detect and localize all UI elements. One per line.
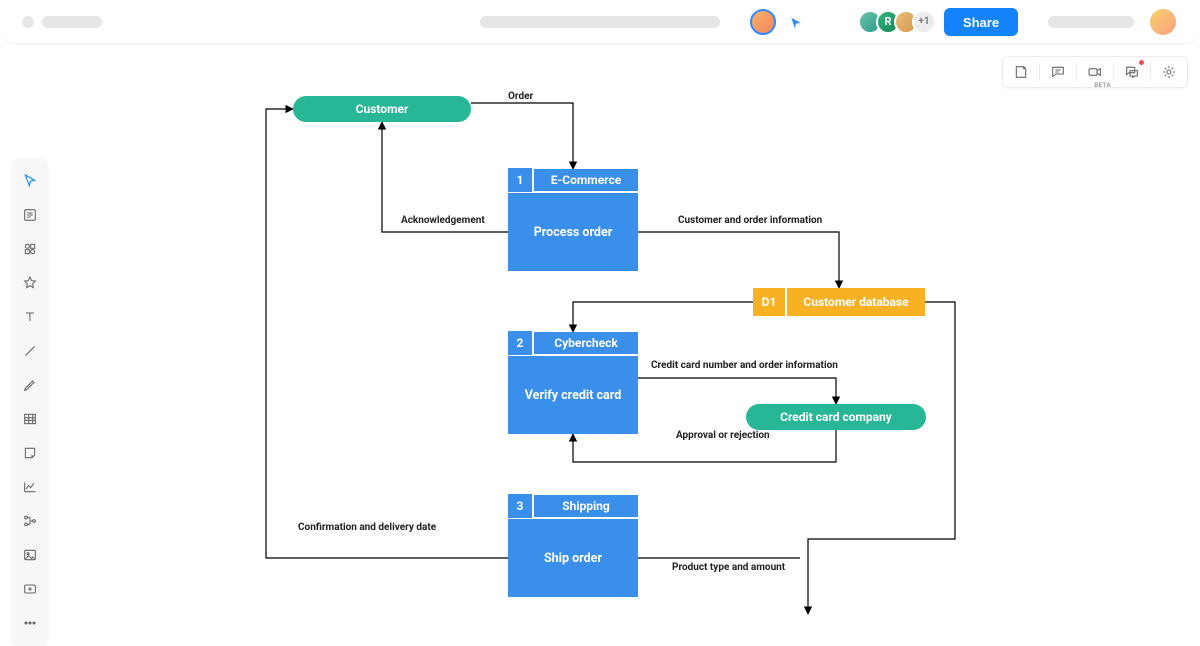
edge-label-product: Product type and amount [672, 562, 785, 573]
collaborator-avatars[interactable]: R +1 [864, 10, 936, 34]
datastore-number: D1 [753, 288, 787, 316]
breadcrumb-placeholder [22, 16, 34, 28]
node-label: Credit card company [780, 410, 892, 424]
edge-label-approve: Approval or rejection [676, 430, 770, 441]
datastore-label: Customer database [787, 295, 925, 309]
share-button[interactable]: Share [944, 8, 1018, 36]
process-title: E-Commerce [534, 173, 638, 187]
edge-label-order: Order [508, 91, 533, 102]
node-process-3[interactable]: 3 Shipping Ship order [508, 495, 638, 597]
presence-cursor-icon [789, 15, 803, 29]
process-body: Ship order [544, 551, 602, 566]
avatar-overflow-badge[interactable]: +1 [912, 10, 936, 34]
edge-label-ack: Acknowledgement [401, 215, 485, 226]
title-placeholder [480, 16, 720, 28]
canvas[interactable]: Customer 1 E-Commerce Process order 2 Cy… [0, 44, 1200, 630]
process-number: 2 [508, 331, 534, 355]
toolbar-placeholder [1048, 16, 1134, 28]
node-process-2[interactable]: 2 Cybercheck Verify credit card [508, 332, 638, 434]
node-customer[interactable]: Customer [293, 96, 471, 122]
breadcrumb-placeholder [42, 16, 102, 28]
node-label: Customer [356, 102, 409, 116]
node-datastore[interactable]: D1 Customer database [753, 288, 925, 316]
current-user-avatar[interactable] [750, 9, 776, 35]
node-cc-company[interactable]: Credit card company [746, 404, 926, 430]
process-number: 3 [508, 494, 534, 518]
profile-avatar[interactable] [1150, 9, 1176, 35]
node-process-1[interactable]: 1 E-Commerce Process order [508, 169, 638, 271]
process-title: Shipping [534, 499, 638, 513]
process-body: Process order [534, 225, 613, 240]
process-title: Cybercheck [534, 336, 638, 350]
process-number: 1 [508, 168, 534, 192]
process-body: Verify credit card [525, 388, 622, 403]
edge-label-ccoi: Credit card number and order information [651, 360, 838, 371]
edge-label-confirm: Confirmation and delivery date [298, 522, 436, 533]
top-bar: R +1 Share [0, 0, 1200, 44]
edge-label-coi: Customer and order information [678, 215, 822, 226]
